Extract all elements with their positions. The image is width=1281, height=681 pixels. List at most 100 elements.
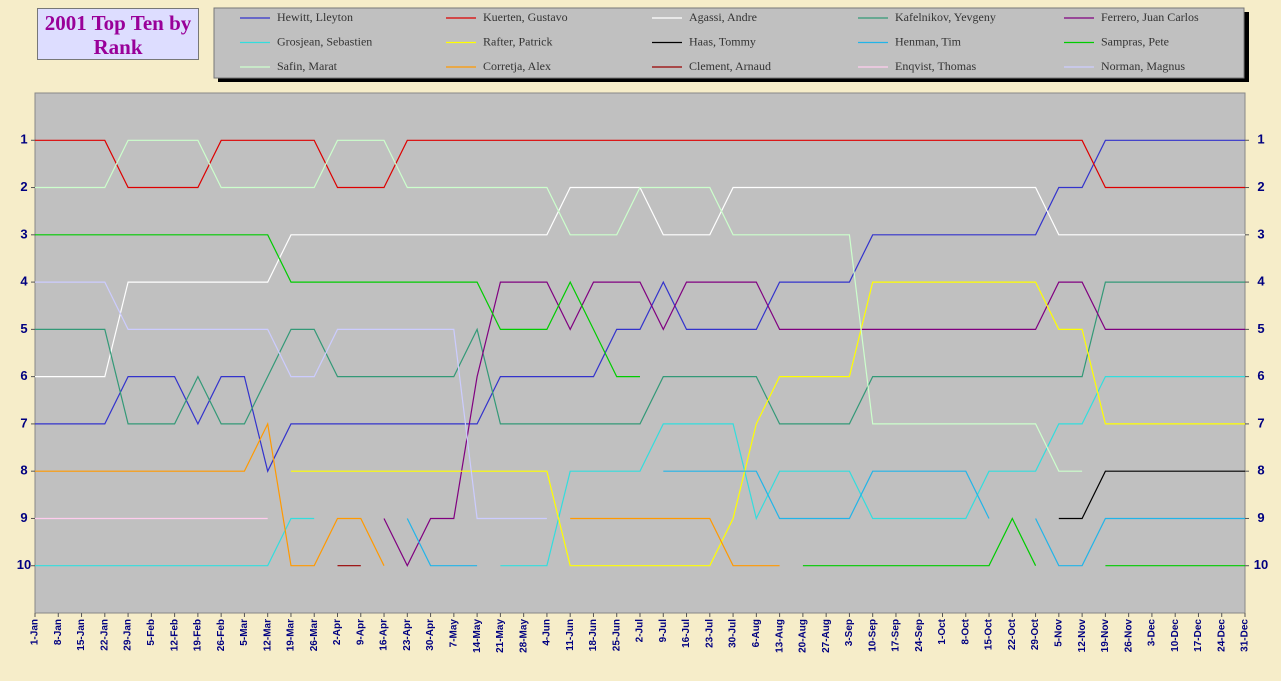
series-line (383, 281, 1245, 568)
x-tick-label: 6-Aug (751, 619, 762, 647)
legend-label: Sampras, Pete (1101, 34, 1169, 48)
y2-tick-label: 7 (1257, 415, 1264, 430)
x-tick-label: 5-Feb (146, 619, 157, 646)
x-tick-label: 2-Jul (635, 619, 646, 643)
series-line (406, 470, 1245, 567)
x-tick-label: 24-Sep (914, 619, 925, 652)
x-tick-label: 2-Apr (332, 619, 343, 645)
legend-label: Hewitt, Lleyton (277, 10, 353, 24)
x-tick-label: 8-Oct (960, 618, 971, 644)
series-line (35, 234, 1245, 567)
y-tick-label: 1 (20, 132, 27, 147)
x-tick-label: 23-Apr (402, 619, 413, 651)
series-line (1058, 470, 1245, 520)
series-line (291, 281, 1245, 567)
chart-title: 2001 Top Ten by Rank (37, 8, 199, 60)
legend-label: Kafelnikov, Yevgeny (895, 10, 996, 24)
x-tick-label: 12-Mar (262, 619, 273, 651)
y2-tick-label: 2 (1257, 179, 1264, 194)
legend-label: Corretja, Alex (483, 59, 551, 73)
x-tick-label: 12-Feb (169, 619, 180, 651)
x-tick-label: 17-Sep (891, 619, 902, 652)
legend-label: Norman, Magnus (1101, 59, 1185, 73)
x-tick-label: 22-Oct (1007, 618, 1018, 650)
y2-tick-label: 10 (1254, 557, 1268, 572)
series-line (35, 281, 547, 520)
series-line (35, 139, 1083, 472)
x-tick-label: 3-Sep (844, 619, 855, 646)
x-tick-label: 9-Apr (355, 619, 366, 645)
x-tick-label: 1-Oct (937, 618, 948, 644)
series-line (35, 376, 1245, 567)
x-tick-label: 5-Nov (1053, 619, 1064, 647)
x-tick-label: 10-Dec (1170, 619, 1181, 652)
y2-tick-label: 4 (1257, 274, 1265, 289)
legend-label: Enqvist, Thomas (895, 59, 976, 73)
x-tick-label: 12-Nov (1077, 619, 1088, 653)
x-tick-label: 16-Apr (379, 619, 390, 651)
x-tick-label: 30-Jul (728, 619, 739, 648)
x-tick-label: 21-May (495, 619, 506, 653)
x-tick-label: 13-Aug (774, 619, 785, 653)
x-tick-label: 24-Dec (1216, 619, 1227, 652)
series-line (35, 139, 1245, 189)
x-tick-label: 1-Jan (30, 619, 41, 645)
x-tick-label: 30-Apr (425, 619, 436, 651)
x-tick-label: 14-May (472, 619, 483, 653)
x-tick-label: 22-Jan (99, 619, 110, 651)
legend-label: Ferrero, Juan Carlos (1101, 10, 1199, 24)
y-tick-label: 3 (20, 226, 27, 241)
x-tick-label: 3-Dec (1147, 619, 1158, 647)
y-tick-label: 9 (20, 510, 27, 525)
legend-label: Clement, Arnaud (689, 59, 771, 73)
y2-tick-label: 3 (1257, 226, 1264, 241)
x-tick-label: 5-Mar (239, 619, 250, 646)
x-tick-label: 19-Nov (1100, 619, 1111, 653)
y-tick-label: 8 (20, 463, 27, 478)
y-tick-label: 7 (20, 415, 27, 430)
x-tick-label: 27-Aug (821, 619, 832, 653)
legend-label: Henman, Tim (895, 34, 962, 48)
x-tick-label: 26-Mar (309, 619, 320, 651)
legend-label: Kuerten, Gustavo (483, 10, 568, 24)
legend-label: Rafter, Patrick (483, 34, 553, 48)
legend-label: Grosjean, Sebastien (277, 34, 372, 48)
x-tick-label: 7-May (448, 619, 459, 648)
y-tick-label: 10 (17, 557, 31, 572)
y-tick-label: 6 (20, 368, 27, 383)
x-tick-label: 15-Oct (984, 618, 995, 650)
x-tick-label: 19-Mar (286, 619, 297, 651)
x-tick-label: 11-Jun (565, 619, 576, 651)
x-tick-label: 31-Dec (1240, 619, 1251, 652)
y2-tick-label: 5 (1257, 321, 1264, 336)
x-tick-label: 17-Dec (1193, 619, 1204, 652)
x-tick-label: 29-Oct (1030, 618, 1041, 650)
x-tick-label: 26-Nov (1123, 619, 1134, 653)
legend-label: Agassi, Andre (689, 10, 757, 24)
y-tick-label: 5 (20, 321, 27, 336)
plot-lines (35, 139, 1245, 568)
y2-tick-label: 8 (1257, 463, 1264, 478)
series-line (35, 139, 1245, 473)
x-tick-label: 23-Jul (704, 619, 715, 648)
x-tick-label: 4-Jun (542, 619, 553, 646)
x-tick-label: 10-Sep (867, 619, 878, 652)
x-tick-label: 28-May (518, 619, 529, 653)
plot-area (34, 92, 1246, 614)
series-line (35, 421, 780, 567)
x-tick-label: 26-Feb (216, 619, 227, 651)
x-tick-label: 15-Jan (76, 619, 87, 651)
x-tick-label: 19-Feb (193, 619, 204, 651)
legend-label: Haas, Tommy (689, 34, 756, 48)
y2-tick-label: 9 (1257, 510, 1264, 525)
x-tick-label: 18-Jun (588, 619, 599, 651)
legend-label: Safin, Marat (277, 59, 338, 73)
x-tick-label: 25-Jun (611, 619, 622, 651)
y-tick-label: 4 (20, 274, 28, 289)
x-tick-label: 9-Jul (658, 619, 669, 643)
x-tick-label: 20-Aug (798, 619, 809, 653)
series-line (35, 281, 1245, 425)
y2-tick-label: 1 (1257, 132, 1264, 147)
y2-tick-label: 6 (1257, 368, 1264, 383)
